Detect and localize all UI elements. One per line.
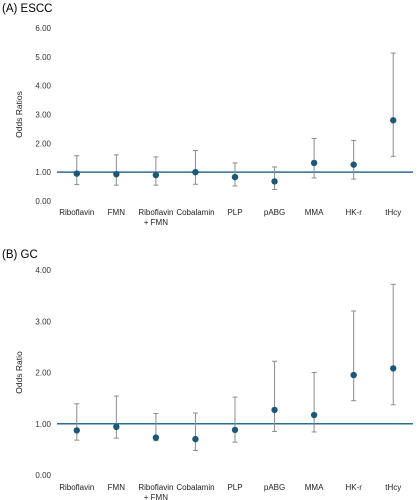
- odds-ratio-point: [192, 168, 199, 176]
- panel-escc: (A) ESCC Odds Ratios 0.00 1.00 2.00 3.00 4.00 5…: [2, 3, 413, 227]
- odds-ratio-point: [310, 159, 318, 167]
- y-tick-label: 4.00: [35, 82, 51, 91]
- y-tick-label: 4.00: [35, 266, 51, 275]
- y-tick-label: 0.00: [35, 197, 51, 206]
- y-axis-title: Odds Ratios: [14, 91, 24, 138]
- odds-ratio-point: [152, 171, 160, 179]
- x-category-label: Riboflavin: [59, 483, 94, 492]
- odds-ratio-point: [113, 170, 120, 178]
- odds-ratio-point: [350, 371, 357, 379]
- x-category-label: PLP: [227, 483, 242, 492]
- x-category-label: PLP: [227, 208, 242, 217]
- x-category-label: + FMN: [144, 218, 168, 227]
- odds-ratio-point: [231, 426, 239, 434]
- y-tick-label: 1.00: [35, 420, 51, 429]
- odds-ratio-point: [73, 427, 80, 434]
- x-category-label: FMN: [108, 208, 126, 217]
- panel-title: (B) GC: [2, 249, 38, 261]
- x-category-label: Cobalamin: [176, 483, 214, 492]
- y-axis-title: Odds Ratio: [14, 351, 24, 394]
- x-category-label: Riboflavin: [138, 208, 173, 217]
- odds-ratio-point: [152, 434, 160, 441]
- y-tick-label: 3.00: [35, 111, 51, 120]
- y-tick-label: 1.00: [35, 168, 51, 177]
- x-category-label: Riboflavin: [138, 483, 173, 492]
- odds-ratio-point: [113, 423, 120, 431]
- y-tick-label: 0.00: [35, 471, 51, 480]
- odds-ratio-point: [192, 435, 199, 443]
- x-category-label: tHcy: [385, 483, 401, 492]
- x-category-label: MMA: [305, 208, 324, 217]
- x-category-label: Cobalamin: [176, 208, 214, 217]
- x-category-label: HK-r: [345, 208, 362, 217]
- panel-gc: (B) GC Odds Ratio 0.00 1.00 2.00 3.00 4.00 Ribo…: [2, 249, 413, 500]
- x-category-label: Riboflavin: [59, 208, 94, 217]
- odds-ratio-point: [73, 170, 80, 177]
- odds-ratio-point: [390, 117, 397, 124]
- x-category-label: pABG: [264, 483, 285, 492]
- y-tick-label: 6.00: [35, 24, 51, 33]
- panel-title: (A) ESCC: [2, 3, 52, 15]
- y-tick-label: 2.00: [35, 369, 51, 378]
- y-tick-label: 5.00: [35, 53, 51, 62]
- y-tick-label: 2.00: [35, 139, 51, 148]
- x-category-label: MMA: [305, 483, 324, 492]
- x-category-label: FMN: [108, 483, 126, 492]
- y-tick-label: 3.00: [35, 317, 51, 326]
- odds-ratio-point: [231, 173, 239, 181]
- odds-ratio-point: [390, 365, 397, 372]
- x-category-label: tHcy: [385, 208, 401, 217]
- x-category-label: pABG: [264, 208, 285, 217]
- odds-ratio-point: [350, 161, 357, 168]
- odds-ratio-point: [271, 406, 278, 414]
- x-category-label: HK-r: [345, 483, 362, 492]
- odds-ratio-point: [310, 411, 318, 419]
- odds-ratio-point: [271, 178, 278, 185]
- x-category-label: + FMN: [144, 493, 168, 500]
